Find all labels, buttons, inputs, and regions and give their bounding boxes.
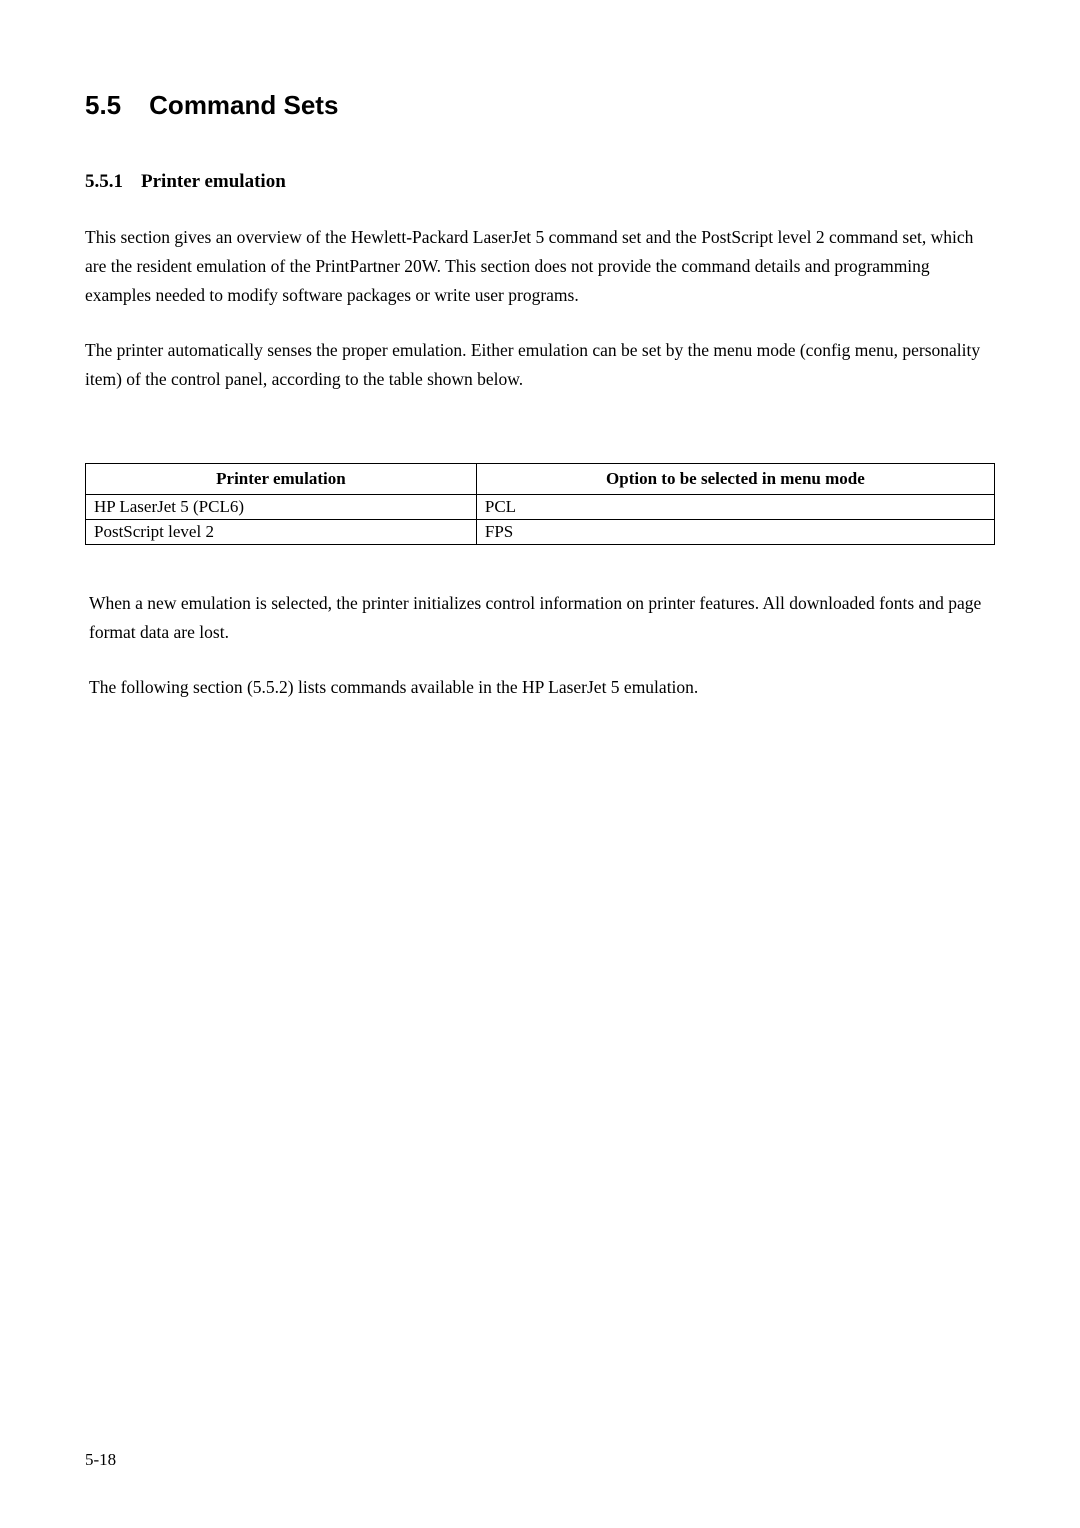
table-row: PostScript level 2 FPS (86, 520, 995, 545)
body-paragraph: The printer automatically senses the pro… (85, 336, 995, 394)
table-row: HP LaserJet 5 (PCL6) PCL (86, 495, 995, 520)
table-cell: PCL (476, 495, 994, 520)
table-header-cell: Option to be selected in menu mode (476, 464, 994, 495)
emulation-table: Printer emulation Option to be selected … (85, 463, 995, 545)
section-number: 5.5 (85, 90, 121, 121)
table-header-row: Printer emulation Option to be selected … (86, 464, 995, 495)
subsection-heading: 5.5.1 Printer emulation (85, 171, 995, 193)
body-paragraph: This section gives an overview of the He… (85, 223, 995, 310)
table-header-cell: Printer emulation (86, 464, 477, 495)
page-number: 5-18 (85, 1450, 116, 1470)
section-heading: 5.5 Command Sets (85, 90, 995, 121)
emulation-table-wrap: Printer emulation Option to be selected … (85, 463, 995, 545)
subsection-number: 5.5.1 (85, 171, 123, 193)
table-cell: FPS (476, 520, 994, 545)
table-cell: HP LaserJet 5 (PCL6) (86, 495, 477, 520)
body-paragraph: When a new emulation is selected, the pr… (89, 589, 995, 647)
subsection-title: Printer emulation (141, 171, 286, 192)
table-cell: PostScript level 2 (86, 520, 477, 545)
body-paragraph: The following section (5.5.2) lists comm… (89, 673, 995, 702)
section-title: Command Sets (149, 90, 338, 120)
